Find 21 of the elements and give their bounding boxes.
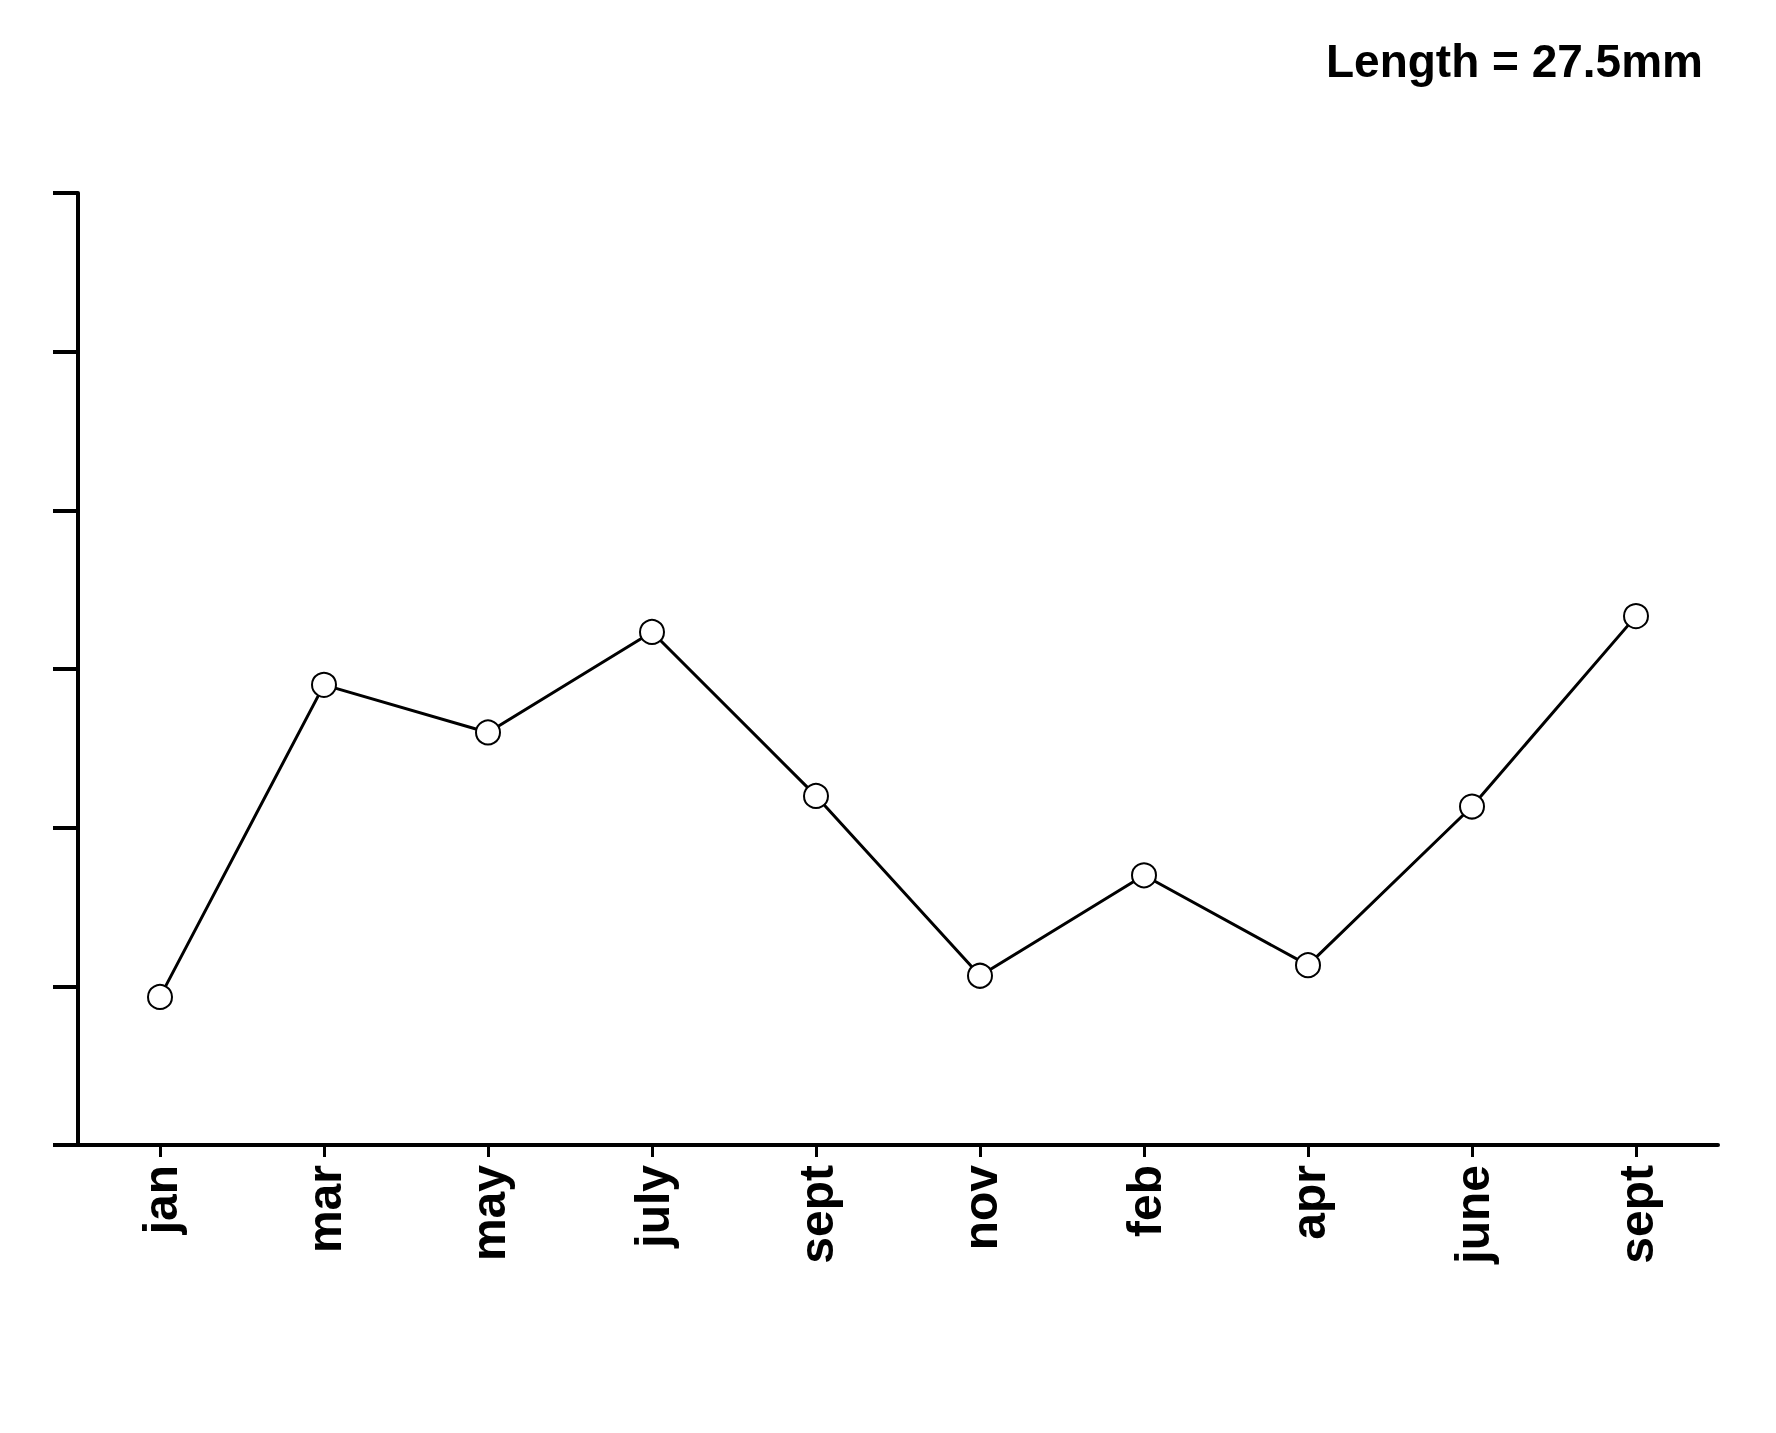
point (967, 962, 993, 989)
point (147, 983, 173, 1010)
point (1459, 793, 1485, 820)
point (803, 782, 829, 809)
x-tick-label: nov (953, 1164, 1007, 1251)
x-tick-label: apr (1281, 1165, 1335, 1240)
x-tick-label: mar (297, 1165, 351, 1254)
point (1295, 952, 1321, 979)
x-tick-label: sept (1609, 1164, 1663, 1264)
x-tick-label: jan (133, 1165, 187, 1236)
x-tick-label: june (1445, 1165, 1499, 1265)
point (1623, 603, 1649, 630)
x-tick-label: sept (789, 1164, 843, 1264)
x-tick-label: feb (1117, 1165, 1171, 1237)
point (1131, 862, 1157, 889)
chart-title: Length = 27.5mm (1325, 35, 1704, 87)
point (639, 618, 665, 645)
x-tick-label: july (625, 1164, 679, 1249)
point (311, 671, 337, 698)
point (475, 719, 501, 746)
x-tick-label: may (461, 1164, 515, 1262)
